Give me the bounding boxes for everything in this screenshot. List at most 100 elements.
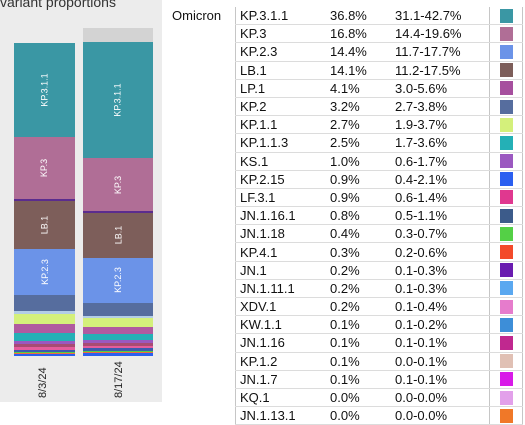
bar-segment[interactable] [83, 353, 153, 356]
ci-cell: 1.9-3.7% [389, 115, 490, 135]
share-cell: 3.2% [324, 97, 389, 117]
table-row[interactable]: KP.1.1 2.7% 1.9-3.7% [168, 115, 523, 135]
bar-segment[interactable] [83, 352, 153, 354]
table-row[interactable]: JN.1.11.1 0.2% 0.1-0.3% [168, 279, 523, 299]
color-swatch [499, 26, 513, 41]
panel-divider [162, 0, 168, 402]
lineage-cell: JN.1.13.1 [235, 406, 324, 425]
table-row[interactable]: JN.1.16 0.1% 0.1-0.1% [168, 333, 523, 353]
bar-segment[interactable] [14, 198, 75, 201]
table-row[interactable]: JN.1.18 0.4% 0.3-0.7% [168, 224, 523, 244]
share-cell: 0.9% [324, 188, 389, 208]
table-row[interactable]: KP.1.1.3 2.5% 1.7-3.6% [168, 133, 523, 153]
ci-cell: 0.1-0.2% [389, 315, 490, 335]
bar-segment-label: LB.1 [112, 226, 123, 245]
bar-segment[interactable] [83, 158, 153, 212]
table-row[interactable]: JN.1.16.1 0.8% 0.5-1.1% [168, 206, 523, 226]
bar-segment[interactable] [83, 345, 153, 349]
bar-segment[interactable] [83, 334, 153, 340]
variant-proportions-panel: variant proportions KP.3.1.1 KP.3 LB.1 KP.2… [0, 0, 162, 402]
bar-segment[interactable] [83, 213, 153, 258]
color-swatch-cell [489, 24, 523, 44]
bar-segment[interactable] [14, 136, 75, 199]
table-row[interactable]: KP.4.1 0.3% 0.2-0.6% [168, 242, 523, 262]
bar-segment[interactable] [14, 313, 75, 324]
bar-segment[interactable] [14, 43, 75, 137]
bar-segment[interactable] [14, 349, 75, 352]
bar-segment[interactable] [14, 310, 75, 314]
table-row[interactable]: JN.1.7 0.1% 0.1-0.1% [168, 370, 523, 389]
bar-segment[interactable] [83, 315, 153, 319]
ci-cell: 1.7-3.6% [389, 133, 490, 153]
bar-segment[interactable] [14, 344, 75, 348]
color-swatch-cell [489, 170, 523, 189]
table-row[interactable]: XDV.1 0.2% 0.1-0.4% [168, 297, 523, 317]
share-cell: 0.8% [324, 206, 389, 226]
bar-segment-label: KP.3 [112, 175, 123, 195]
lineage-cell: JN.1.16 [235, 333, 324, 353]
ci-cell: 0.1-0.3% [389, 261, 490, 280]
table-row[interactable]: KP.2 3.2% 2.7-3.8% [168, 97, 523, 117]
bar-segment[interactable] [83, 257, 153, 304]
color-swatch [499, 245, 513, 260]
color-swatch [499, 408, 513, 423]
ci-cell: 0.1-0.3% [389, 279, 490, 299]
ci-cell: 0.6-1.7% [389, 152, 490, 171]
stacked-bar-8-3-24[interactable]: KP.3.1.1 KP.3 LB.1 KP.2.3 [14, 43, 75, 356]
lineage-cell: KP.3 [235, 24, 324, 44]
table-row[interactable]: JN.1 0.2% 0.1-0.3% [168, 261, 523, 280]
ci-cell: 0.0-0.1% [389, 352, 490, 371]
ci-cell: 3.0-5.6% [389, 79, 490, 98]
table-row[interactable]: KP.2.3 14.4% 11.7-17.7% [168, 42, 523, 62]
bar-segment[interactable] [14, 351, 75, 354]
table-row[interactable]: KP.1.2 0.1% 0.0-0.1% [168, 352, 523, 371]
share-cell: 0.2% [324, 297, 389, 317]
bar-segment[interactable] [14, 323, 75, 334]
lineage-cell: KP.3.1.1 [235, 7, 324, 26]
bar-segment[interactable] [83, 326, 153, 335]
lineage-cell: JN.1 [235, 261, 324, 280]
bar-segment[interactable] [83, 42, 153, 159]
share-cell: 0.0% [324, 388, 389, 408]
color-swatch [499, 354, 513, 369]
color-swatch [499, 299, 513, 314]
table-row[interactable]: KP.2.15 0.9% 0.4-2.1% [168, 170, 523, 189]
color-swatch-cell [489, 152, 523, 171]
bar-segment[interactable] [83, 350, 153, 353]
bar-segment[interactable] [83, 348, 153, 351]
color-swatch [499, 44, 513, 59]
table-row[interactable]: KP.3 16.8% 14.4-19.6% [168, 24, 523, 44]
bar-segment[interactable] [14, 353, 75, 355]
table-row[interactable]: LF.3.1 0.9% 0.6-1.4% [168, 188, 523, 208]
ci-cell: 14.4-19.6% [389, 24, 490, 44]
ci-cell: 0.1-0.4% [389, 297, 490, 317]
lineage-cell: KP.1.2 [235, 352, 324, 371]
color-swatch [499, 117, 513, 132]
table-row[interactable]: KW.1.1 0.1% 0.1-0.2% [168, 315, 523, 335]
share-cell: 0.0% [324, 406, 389, 425]
lineage-cell: LF.3.1 [235, 188, 324, 208]
color-swatch-cell [489, 333, 523, 353]
bar-segment[interactable] [83, 211, 153, 214]
bar-segment[interactable] [14, 347, 75, 350]
table-row[interactable]: LP.1 4.1% 3.0-5.6% [168, 79, 523, 98]
share-cell: 0.1% [324, 352, 389, 371]
stacked-bar-8-17-24[interactable]: KP.3.1.1 KP.3 LB.1 KP.2.3 [83, 28, 153, 356]
table-row[interactable]: Omicron KP.3.1.1 36.8% 31.1-42.7% [168, 7, 523, 26]
bar-segment[interactable] [14, 340, 75, 345]
bar-segment[interactable] [14, 333, 75, 341]
color-swatch [499, 63, 513, 78]
ci-cell: 2.7-3.8% [389, 97, 490, 117]
lineage-cell: KS.1 [235, 152, 324, 171]
bar-segment[interactable] [83, 342, 153, 346]
bar-segment[interactable] [83, 318, 153, 327]
bar-segment[interactable] [14, 354, 75, 356]
bar-segment[interactable] [14, 200, 75, 250]
bar-segment[interactable] [14, 295, 75, 311]
table-row[interactable]: LB.1 14.1% 11.2-17.5% [168, 61, 523, 80]
bar-segment[interactable] [83, 339, 153, 343]
table-row[interactable]: KS.1 1.0% 0.6-1.7% [168, 152, 523, 171]
share-cell: 0.2% [324, 261, 389, 280]
bar-segment[interactable] [14, 249, 75, 296]
bar-segment[interactable] [83, 303, 153, 316]
